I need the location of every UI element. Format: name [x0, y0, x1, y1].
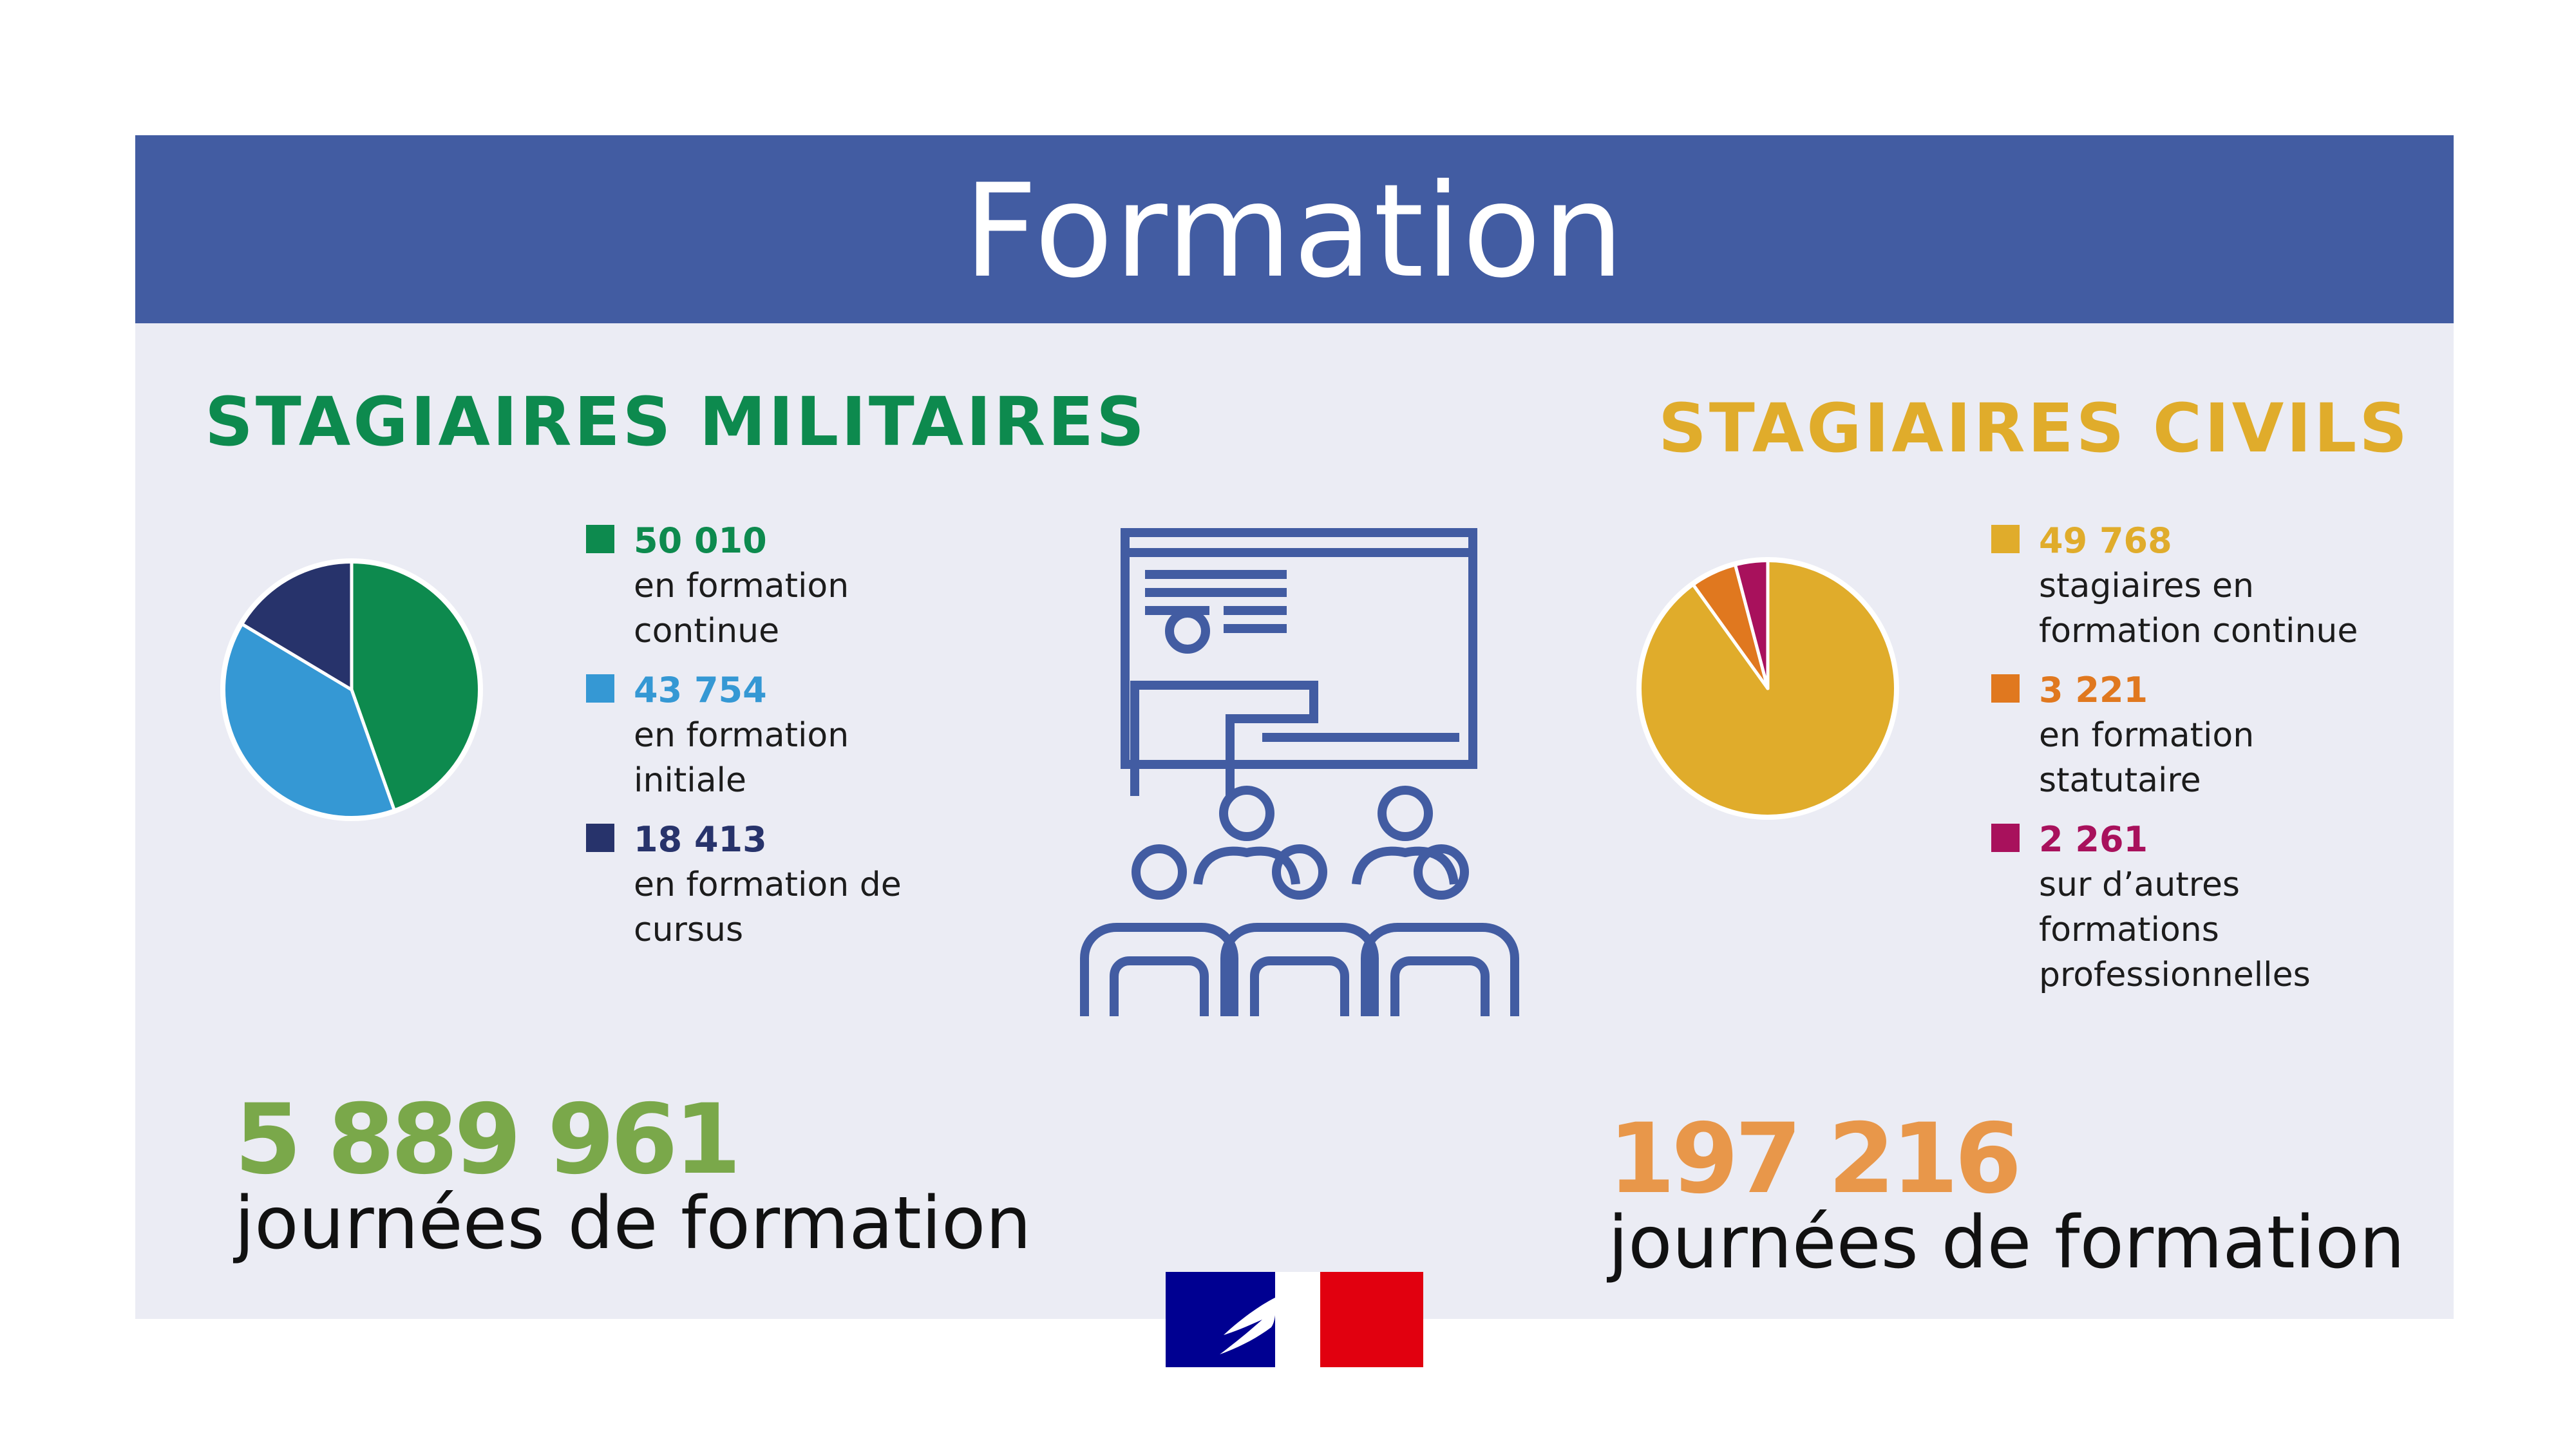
military-section-title: STAGIAIRES MILITAIRES — [205, 383, 1147, 461]
legend-label: en formation de cursus — [634, 866, 902, 949]
title-banner: Formation — [135, 135, 2454, 323]
legend-swatch — [1991, 525, 2020, 553]
military-days-label: journées de formation — [234, 1182, 1032, 1265]
legend-label: stagiaires en formation continue — [2039, 567, 2358, 650]
military-pie-chart — [220, 558, 483, 821]
legend-label: en formation statutaire — [2039, 716, 2255, 800]
legend-value: 2 261 — [2039, 819, 2148, 860]
legend-swatch — [1991, 824, 2020, 852]
pie-outline — [1636, 557, 1899, 820]
civil-pie-chart — [1636, 557, 1899, 820]
civil-legend: 49 768 stagiaires en formation continue … — [1991, 518, 2387, 1012]
military-days-value: 5 889 961 — [234, 1084, 741, 1196]
marianne-flag-logo — [1166, 1272, 1423, 1367]
pie-outline — [220, 558, 483, 821]
legend-value: 49 768 — [2039, 520, 2172, 561]
legend-item-continue: 50 010 en formation continue — [586, 518, 904, 654]
military-legend: 50 010 en formation continue 43 754 en f… — [586, 518, 904, 967]
legend-swatch — [586, 824, 614, 852]
civil-days-value: 197 216 — [1608, 1103, 2022, 1215]
legend-label: en formation continue — [634, 567, 849, 650]
page-title: Formation — [963, 156, 1625, 307]
legend-item-cursus: 18 413 en formation de cursus — [586, 817, 904, 952]
legend-item-autres: 2 261 sur d’autres formations profession… — [1991, 817, 2387, 998]
legend-value: 18 413 — [634, 819, 767, 860]
legend-value: 3 221 — [2039, 670, 2148, 710]
legend-swatch — [586, 674, 614, 703]
legend-item-continue: 49 768 stagiaires en formation continue — [1991, 518, 2387, 654]
classroom-teacher-icon — [1080, 528, 1519, 1016]
legend-swatch — [586, 525, 614, 553]
civil-section-title: STAGIAIRES CIVILS — [1658, 389, 2410, 468]
legend-item-statutaire: 3 221 en formation statutaire — [1991, 668, 2387, 803]
legend-swatch — [1991, 674, 2020, 703]
legend-label: sur d’autres formations professionnelles — [2039, 866, 2311, 994]
legend-value: 43 754 — [634, 670, 767, 710]
legend-value: 50 010 — [634, 520, 767, 561]
content-panel — [135, 135, 2454, 1319]
legend-label: en formation initiale — [634, 716, 849, 800]
civil-days-label: journées de formation — [1608, 1201, 2405, 1285]
legend-item-initiale: 43 754 en formation initiale — [586, 668, 904, 803]
